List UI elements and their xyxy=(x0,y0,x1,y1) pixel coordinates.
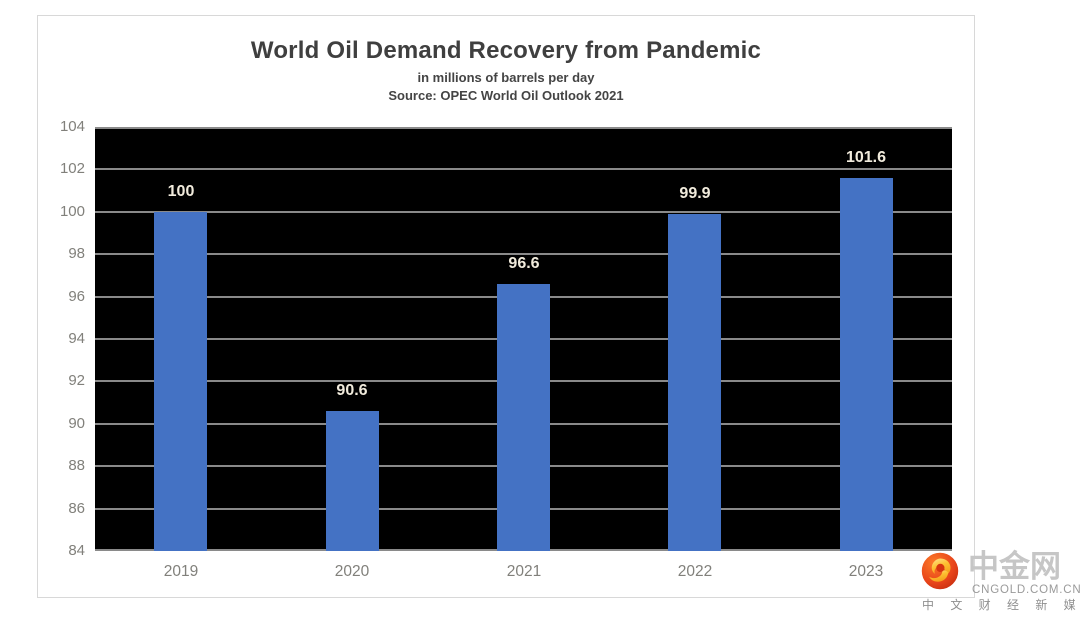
chart-title: World Oil Demand Recovery from Pandemic xyxy=(250,37,762,64)
y-axis-tick-label: 104 xyxy=(59,118,85,135)
bar-value-label: 101.6 xyxy=(845,149,887,166)
y-axis-tick-label: 100 xyxy=(59,202,85,220)
y-axis-tick-label: 86 xyxy=(68,499,85,517)
bar xyxy=(840,178,893,551)
gridline xyxy=(95,168,952,171)
chart-subtitle: in millions of barrels per day xyxy=(417,70,595,85)
gridline xyxy=(95,210,952,213)
bar-value-label: 100 xyxy=(167,183,195,200)
y-axis-tick-label: 102 xyxy=(59,160,85,178)
gridline xyxy=(95,253,952,256)
bar xyxy=(668,214,721,551)
chart-frame: World Oil Demand Recovery from Pandemic … xyxy=(37,15,975,598)
chart-source: Source: OPEC World Oil Outlook 2021 xyxy=(388,88,624,103)
x-axis-tick-label: 2021 xyxy=(506,563,542,580)
watermark-brand: 中金网 xyxy=(968,549,1061,584)
bar xyxy=(154,212,207,551)
bar-value-label: 96.6 xyxy=(508,255,540,272)
plot-area: 100 90.6 96.6 99.9 101.6 xyxy=(95,127,952,551)
y-axis-tick-label: 92 xyxy=(68,372,85,390)
x-axis-tick-label: 2019 xyxy=(163,563,199,580)
watermark-domain: CNGOLD.COM.CN xyxy=(972,584,1080,596)
gridline xyxy=(95,127,952,129)
bar xyxy=(497,284,550,551)
y-axis-tick-label: 84 xyxy=(68,542,85,559)
bar xyxy=(326,411,379,551)
x-axis-tick-label: 2022 xyxy=(677,563,713,580)
x-axis-tick-label: 2023 xyxy=(848,563,884,580)
watermark: 中金网 CNGOLD.COM.CN 中 文 财 经 新 媒 体 xyxy=(905,545,1080,615)
bar-value-label: 99.9 xyxy=(679,185,711,202)
x-axis-tick-label: 2020 xyxy=(334,563,370,580)
cngold-logo-icon xyxy=(920,551,960,591)
y-axis-tick-label: 98 xyxy=(68,245,85,263)
y-axis-tick-label: 88 xyxy=(68,457,85,475)
y-axis-tick-label: 90 xyxy=(68,414,85,432)
y-axis-tick-label: 94 xyxy=(68,330,85,347)
bar-value-label: 90.6 xyxy=(336,382,368,399)
y-axis-tick-label: 96 xyxy=(68,287,85,305)
watermark-tagline: 中 文 财 经 新 媒 体 xyxy=(922,598,1080,612)
